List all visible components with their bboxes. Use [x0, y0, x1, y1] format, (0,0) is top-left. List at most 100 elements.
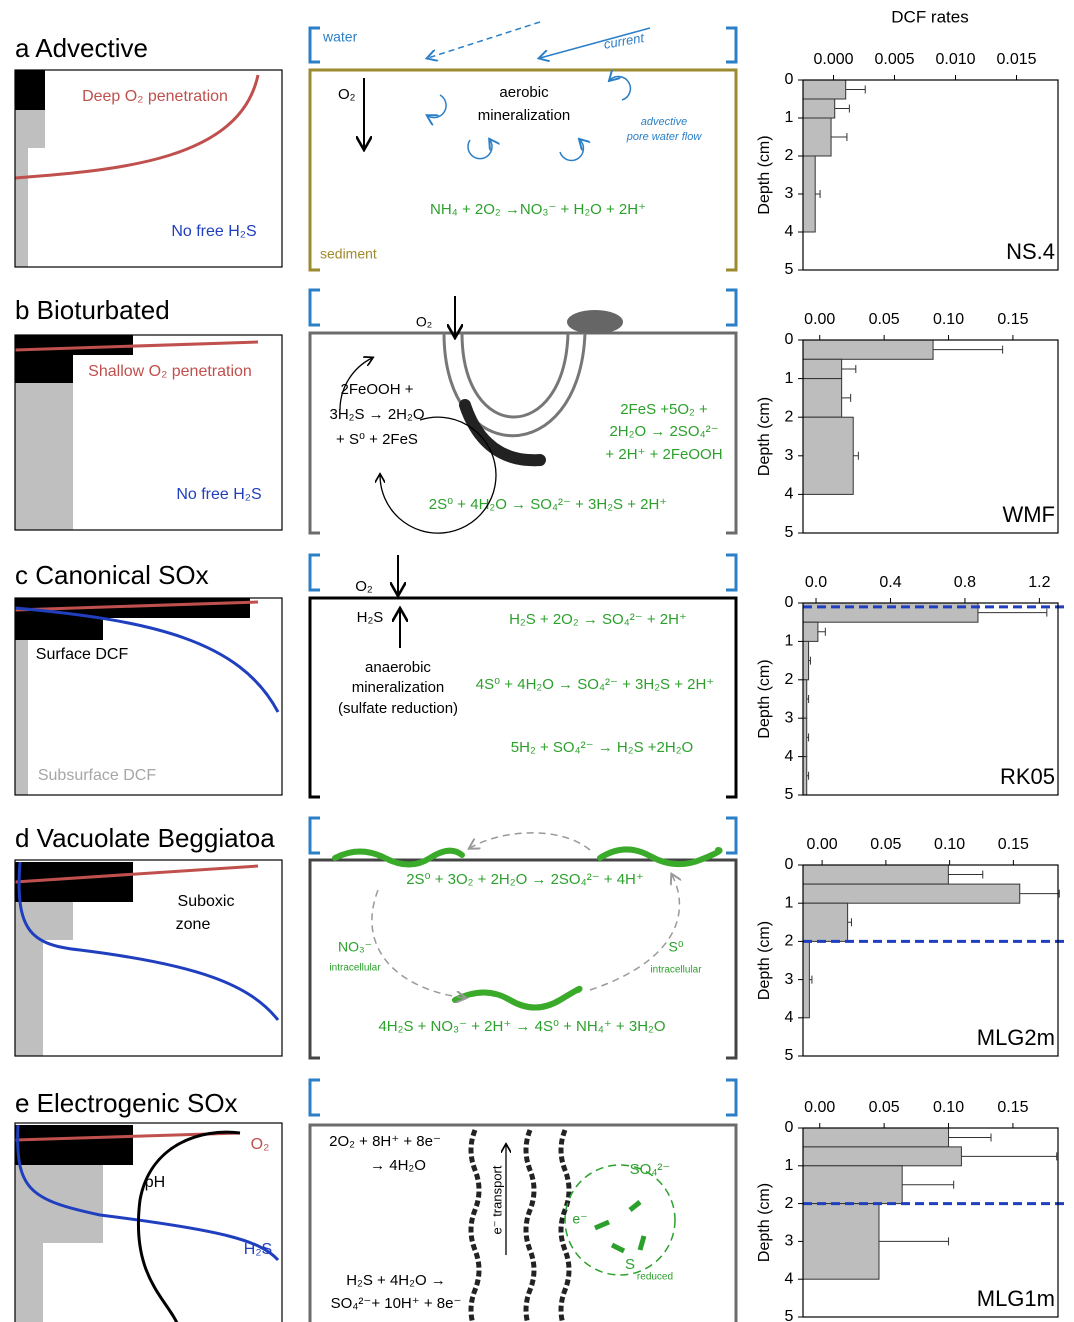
- profile-label: Subsurface DCF: [38, 767, 156, 784]
- diagram-label: 4H₂S + NO₃⁻ + 2H⁺ → 4S⁰ + NH₄⁺ + 3H₂O: [378, 1018, 665, 1035]
- y-axis-label: Depth (cm): [756, 921, 773, 1000]
- plot-frame: [802, 864, 1059, 1057]
- diagram-label: 2FeOOH +: [341, 381, 414, 398]
- panel-title: c Canonical SOx: [15, 560, 209, 590]
- error-bar: [806, 733, 810, 742]
- y-tick-label: 5: [785, 1308, 794, 1322]
- schematic-line: [380, 416, 497, 534]
- diagram-label: 2S⁰ + 4H₂O → SO₄²⁻ + 3H₂S + 2H⁺: [429, 496, 667, 513]
- y-tick-label: 2: [785, 408, 794, 425]
- diagram-label: advective: [641, 116, 687, 128]
- profile-zone: [15, 383, 73, 530]
- y-axis-label: Depth (cm): [756, 1183, 773, 1262]
- y-tick-label: 4: [785, 486, 794, 503]
- schematic-line: [428, 94, 447, 118]
- diagram-label: current: [603, 30, 647, 52]
- sediment-bracket: [308, 1123, 738, 1322]
- diagram-label: sediment: [320, 246, 377, 262]
- bar: [802, 1203, 880, 1280]
- y-axis-label: Depth (cm): [756, 135, 773, 214]
- y-tick-label: 2: [785, 147, 794, 164]
- profile-curve: [17, 861, 280, 1021]
- profile-curve: [14, 864, 259, 884]
- error-bar: [853, 451, 859, 460]
- profile-label: Shallow O₂ penetration: [88, 363, 252, 380]
- diagram-label: aerobic: [499, 84, 549, 101]
- error-bar: [806, 695, 810, 703]
- y-tick-label: 5: [785, 786, 794, 803]
- profile-zone: [15, 940, 43, 1056]
- error-bar: [948, 870, 984, 879]
- schematic-line: [597, 846, 723, 868]
- x-tick-label: 0.00: [804, 311, 835, 328]
- diagram-label: NH₄ + 2O₂ →NO₃⁻ + H₂O + 2H⁺: [430, 201, 646, 218]
- bar: [802, 416, 854, 495]
- bar: [802, 358, 843, 380]
- y-tick-label: 5: [785, 261, 794, 278]
- diagram-label: 5H₂ + SO₄²⁻ → H₂S +2H₂O: [511, 739, 693, 756]
- y-axis-label: Depth (cm): [756, 397, 773, 476]
- y-tick-label: 2: [785, 671, 794, 688]
- error-bar: [806, 771, 810, 780]
- error-bar: [933, 345, 1004, 354]
- reduced-zone: [564, 1164, 676, 1276]
- site-label: MLG1m: [977, 1286, 1055, 1311]
- schematic-line: [594, 1219, 610, 1231]
- bar: [802, 864, 949, 885]
- y-tick-label: 0: [785, 856, 794, 873]
- profile-box: [14, 859, 283, 1057]
- diagram-label: O₂: [338, 86, 356, 103]
- y-tick-label: 4: [785, 748, 794, 765]
- diagram-label: O₂: [355, 578, 373, 595]
- y-axis-label: Depth (cm): [756, 659, 773, 738]
- schematic-line: [628, 1200, 642, 1212]
- error-bar: [841, 364, 857, 373]
- diagram-label: S: [625, 1256, 635, 1273]
- y-tick-label: 4: [785, 223, 794, 240]
- x-tick-label: 0.10: [933, 1099, 964, 1116]
- diagram-label: water: [322, 29, 358, 45]
- schematic-line: [558, 1129, 572, 1322]
- y-tick-label: 5: [785, 1047, 794, 1064]
- error-bar: [847, 918, 852, 927]
- y-tick-label: 0: [785, 331, 794, 348]
- water-bracket: [308, 26, 738, 64]
- diagram-label: mineralization: [352, 679, 445, 696]
- x-tick-label: 0.0: [805, 574, 827, 591]
- diagram-label: + S⁰ + 2FeS: [336, 431, 418, 448]
- bar: [802, 1146, 962, 1167]
- profile-label: zone: [176, 916, 211, 933]
- profile-label: Surface DCF: [36, 646, 129, 663]
- bar: [802, 940, 810, 1019]
- diagram-label: O₂: [416, 314, 432, 330]
- profile-box: [14, 334, 283, 531]
- diagram-label: 2FeS +5O₂ +: [620, 401, 708, 418]
- diagram-label: e⁻: [572, 1211, 587, 1227]
- bar: [802, 117, 832, 157]
- schematic-line: [540, 27, 651, 58]
- bar: [802, 79, 847, 100]
- schematic-line: [470, 832, 591, 851]
- diagram-label: 3H₂S → 2H₂O: [329, 406, 424, 423]
- profile-curve: [14, 74, 260, 180]
- site-label: RK05: [1000, 764, 1055, 789]
- profile-box: [14, 69, 283, 268]
- error-bar: [817, 627, 826, 636]
- error-bar: [961, 1152, 1058, 1161]
- profile-box: [14, 1122, 283, 1322]
- site-label: MLG2m: [977, 1025, 1055, 1050]
- error-bar: [977, 608, 1048, 617]
- x-tick-label: 0.005: [874, 51, 914, 68]
- x-tick-label: 0.05: [869, 311, 900, 328]
- bar: [802, 155, 816, 233]
- diagram-label: H₂S + 2O₂ → SO₄²⁻ + 2H⁺: [509, 611, 687, 628]
- bar: [802, 98, 836, 119]
- site-label: NS.4: [1006, 239, 1055, 264]
- profile-zone: [15, 110, 45, 148]
- diagram-label: (sulfate reduction): [338, 700, 458, 717]
- bar: [802, 640, 810, 681]
- x-tick-label: 0.000: [813, 51, 853, 68]
- diagram-label: intracellular: [650, 965, 702, 976]
- diagram-label: mineralization: [478, 107, 571, 124]
